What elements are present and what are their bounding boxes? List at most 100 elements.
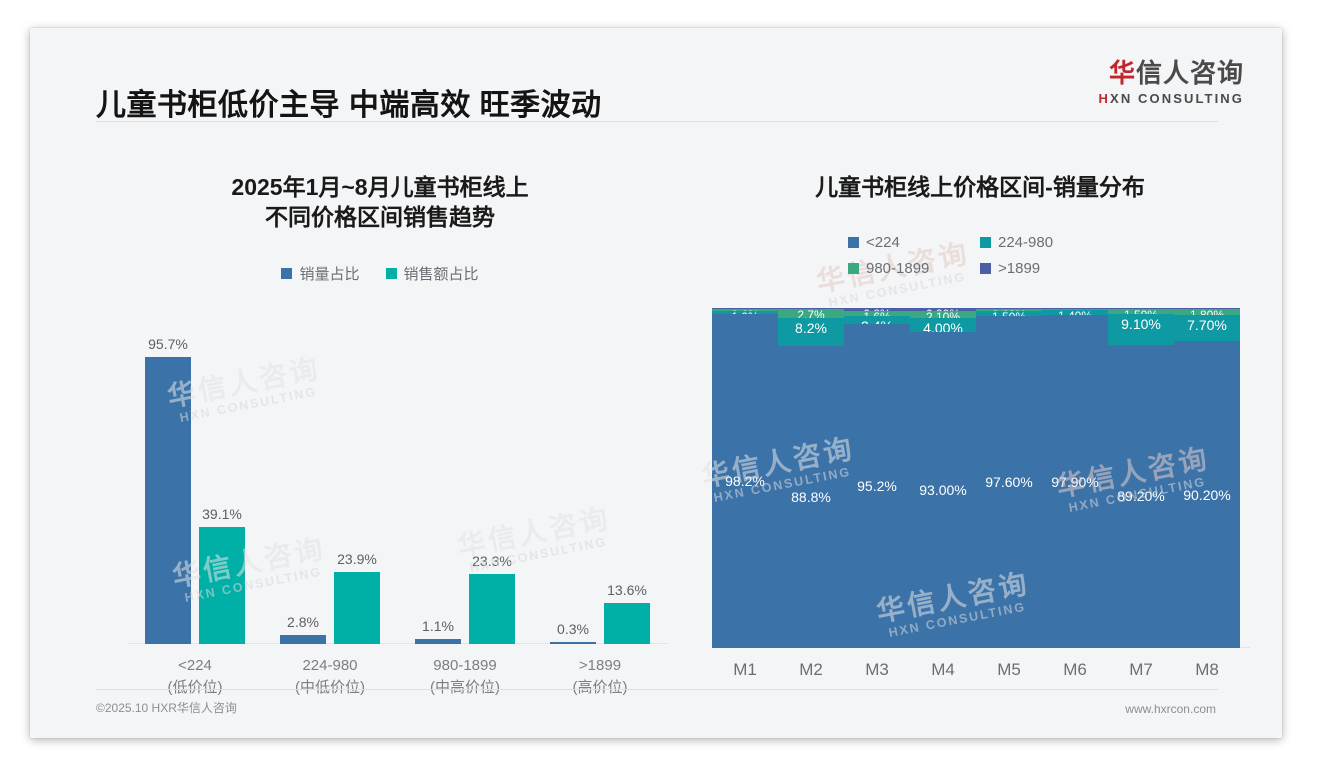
left-bar-plot: 华信人咨询 HXN CONSULTING 华信人咨询 HXN CONSULTIN… <box>128 328 668 703</box>
x-axis-label-sub: (高价位) <box>572 678 628 696</box>
x-axis-label-sub: (中高价位) <box>430 678 500 696</box>
page-title: 儿童书柜低价主导 中端高效 旺季波动 <box>96 89 602 122</box>
x-axis-label-group: 980-1899 (中高价位) <box>398 655 532 699</box>
legend-item-980-1899: 980-1899 <box>848 260 980 277</box>
stacked-bar-m7[interactable]: 0.20% 1.50% 9.10% 89.20% M7 <box>1108 307 1174 679</box>
bar-value-label: 39.1% <box>202 506 242 522</box>
x-axis-label: M1 <box>733 660 757 679</box>
logo-english-text: HXN CONSULTING <box>1099 92 1244 105</box>
logo-en-rest: XN CONSULTING <box>1110 91 1244 106</box>
x-axis-label: M3 <box>865 660 889 679</box>
segment-label: 95.2% <box>857 478 897 495</box>
stacked-bar-m4[interactable]: 0.90% 2.10% 4.00% 93.00% M4 <box>910 307 976 679</box>
bar-value-label: 0.3% <box>557 621 589 637</box>
legend-item-over-1899: >1899 <box>980 260 1112 277</box>
x-axis-label: M6 <box>1063 660 1087 679</box>
x-axis-label-main: 980-1899 <box>433 657 497 674</box>
bar-amount-2[interactable]: 23.3% <box>469 553 515 644</box>
legend-item-224-980: 224-980 <box>980 234 1112 251</box>
x-axis-label-sub: (中低价位) <box>295 678 365 696</box>
segment-label: 97.90% <box>1051 473 1099 490</box>
legend-label: 销量占比 <box>299 265 360 283</box>
segment-label: 97.60% <box>985 474 1033 491</box>
bar-group: 2.8% 23.9% 224-980 (中低价位) <box>263 344 397 696</box>
footer-website[interactable]: www.hxrcon.com <box>1125 702 1216 716</box>
left-chart-axis-line <box>128 643 668 644</box>
bar-group: 95.7% 39.1% <224 (低价位) <box>128 336 262 696</box>
left-chart-title-line1: 2025年1月~8月儿童书柜线上 <box>231 174 529 200</box>
legend-swatch-icon <box>281 267 293 279</box>
x-axis-label-main: >1899 <box>578 657 622 674</box>
segment-label: 9.10% <box>1121 315 1161 332</box>
bar-amount-3[interactable]: 13.6% <box>604 582 650 644</box>
left-chart-legend: 销量占比 销售额占比 <box>70 263 690 284</box>
chart-panel-right: 儿童书柜线上价格区间-销量分布 <224 224-980 980-1899 >1… <box>690 138 1270 708</box>
logo-chinese-text: 华信人咨询 <box>1099 60 1244 86</box>
legend-swatch-icon <box>980 237 991 249</box>
x-axis-label: M8 <box>1195 660 1219 679</box>
segment-label: 89.20% <box>1117 488 1165 505</box>
bar-volume-0[interactable]: 95.7% <box>145 336 191 644</box>
legend-item-under-224: <224 <box>848 234 980 251</box>
right-chart-legend: <224 224-980 980-1899 >1899 <box>690 234 1270 277</box>
logo-char-h: H <box>1098 91 1111 106</box>
company-logo: 华信人咨询 HXN CONSULTING <box>1099 60 1244 105</box>
bar-volume-2[interactable]: 1.1% <box>415 618 461 644</box>
bar-volume-3[interactable]: 0.3% <box>550 621 596 644</box>
segment-label: 7.70% <box>1187 317 1227 334</box>
slide-canvas: 儿童书柜低价主导 中端高效 旺季波动 华信人咨询 HXN CONSULTING … <box>30 28 1282 738</box>
x-axis-label-group: <224 (低价位) <box>128 655 262 699</box>
x-axis-label: M7 <box>1129 660 1153 679</box>
segment-label: 8.2% <box>795 320 827 337</box>
right-chart-title: 儿童书柜线上价格区间-销量分布 <box>815 174 1145 200</box>
slide-header: 儿童书柜低价主导 中端高效 旺季波动 华信人咨询 HXN CONSULTING <box>30 28 1282 122</box>
bar-amount-1[interactable]: 23.9% <box>334 551 380 644</box>
footer-divider <box>96 689 1218 690</box>
legend-item-sales-volume: 销量占比 <box>281 263 360 284</box>
x-axis-label-group: 224-980 (中低价位) <box>263 655 397 699</box>
legend-label: >1899 <box>998 260 1041 278</box>
legend-label: 224-980 <box>998 234 1054 252</box>
segment-label: 93.00% <box>919 481 967 498</box>
bar-value-label: 23.3% <box>472 553 512 569</box>
stacked-bar-m3[interactable]: 0.8% 1.6% 2.4% 95.2% M3 <box>844 307 910 679</box>
stacked-bar-m2[interactable]: 0.3% 2.7% 8.2% 88.8% M2 <box>778 307 844 679</box>
stacked-bar-m6[interactable]: 0.30% 0.40% 1.40% 97.90% M6 <box>1042 307 1108 679</box>
segment-label: 90.20% <box>1183 486 1231 503</box>
chart-panel-left: 2025年1月~8月儿童书柜线上 不同价格区间销售趋势 销量占比 销售额占比 华… <box>70 138 690 708</box>
x-axis-label-main: 224-980 <box>302 657 358 674</box>
bar-group: 0.3% 13.6% >1899 (高价位) <box>533 344 667 696</box>
x-axis-label-sub: (低价位) <box>167 678 223 696</box>
left-chart-title: 2025年1月~8月儿童书柜线上 不同价格区间销售趋势 <box>70 172 690 233</box>
header-divider <box>96 121 1218 122</box>
legend-swatch-icon <box>848 263 859 275</box>
legend-label: 销售额占比 <box>403 265 479 283</box>
legend-label: <224 <box>866 234 900 252</box>
stacked-bar-m5[interactable]: 0.30% 0.60% 1.50% 97.60% M5 <box>976 307 1042 679</box>
x-axis-label-group: >1899 (高价位) <box>533 655 667 699</box>
logo-char-hua: 华 <box>1108 58 1136 88</box>
bar-group: 1.1% 23.3% 980-1899 (中高价位) <box>398 344 532 696</box>
bar-value-label: 2.8% <box>287 614 319 630</box>
legend-item-sales-amount: 销售额占比 <box>385 263 479 284</box>
x-axis-label-main: <224 <box>178 657 212 674</box>
logo-chars-rest: 信人咨询 <box>1135 58 1244 88</box>
x-axis-label: M4 <box>931 660 955 679</box>
x-axis-label: M2 <box>799 660 823 679</box>
stacked-bar-m8[interactable]: 0.30% 1.80% 7.70% 90.20% M8 <box>1174 307 1240 679</box>
segment-label: 88.8% <box>791 489 831 506</box>
stacked-bar-m1[interactable]: 0.2% 0.6% 1.0% 98.2% M1 <box>712 307 778 679</box>
bar-value-label: 23.9% <box>337 551 377 567</box>
bar-value-label: 1.1% <box>422 618 454 634</box>
x-axis-label: M5 <box>997 660 1021 679</box>
segment-label: 98.2% <box>725 473 765 490</box>
bar-volume-1[interactable]: 2.8% <box>280 614 326 644</box>
legend-swatch-icon <box>980 263 991 275</box>
left-chart-title-line2: 不同价格区间销售趋势 <box>265 204 495 231</box>
footer-copyright: ©2025.10 HXR华信人咨询 <box>96 701 237 715</box>
right-stacked-plot: 华信人咨询 HXN CONSULTING 华信人咨询 HXN CONSULTIN… <box>699 238 1250 708</box>
legend-label: 980-1899 <box>866 260 930 278</box>
bar-amount-0[interactable]: 39.1% <box>199 506 245 644</box>
legend-swatch-icon <box>848 237 859 249</box>
